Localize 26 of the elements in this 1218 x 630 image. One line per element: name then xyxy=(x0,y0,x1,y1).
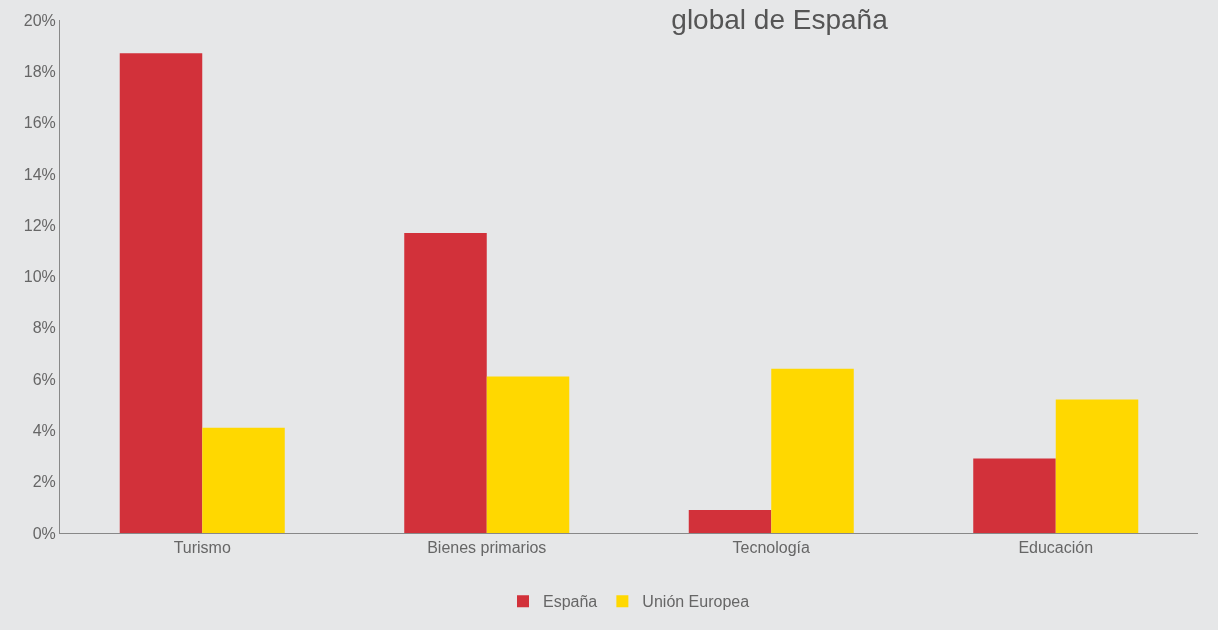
y-tick-label: 14% xyxy=(23,165,56,183)
y-tick-label: 20% xyxy=(23,11,56,29)
x-tick-label: Bienes primarios xyxy=(427,539,547,557)
y-tick-label: 6% xyxy=(32,370,56,388)
bar xyxy=(1055,399,1139,533)
y-tick-label: 0% xyxy=(32,524,56,542)
x-tick-label: Educación xyxy=(1018,539,1094,557)
chart-title: global de España xyxy=(671,4,889,36)
y-tick-label: 4% xyxy=(32,422,56,439)
y-tick-label: 8% xyxy=(32,319,56,337)
bar xyxy=(404,232,487,533)
bar xyxy=(771,368,854,533)
bar xyxy=(688,509,772,533)
y-tick-label: 2% xyxy=(32,473,56,491)
y-tick-label: 18% xyxy=(23,62,56,80)
y-tick-label: 16% xyxy=(23,114,56,132)
bar xyxy=(202,427,285,533)
x-tick-label: Turismo xyxy=(173,539,231,557)
y-tick-label: 10% xyxy=(23,268,56,286)
bar xyxy=(119,53,203,533)
bar xyxy=(486,376,570,533)
x-tick-label: Tecnología xyxy=(732,539,811,557)
legend-label: España xyxy=(543,593,598,611)
y-tick-label: 12% xyxy=(23,216,56,234)
bar xyxy=(973,458,1056,533)
legend-label: Unión Europea xyxy=(642,593,750,611)
